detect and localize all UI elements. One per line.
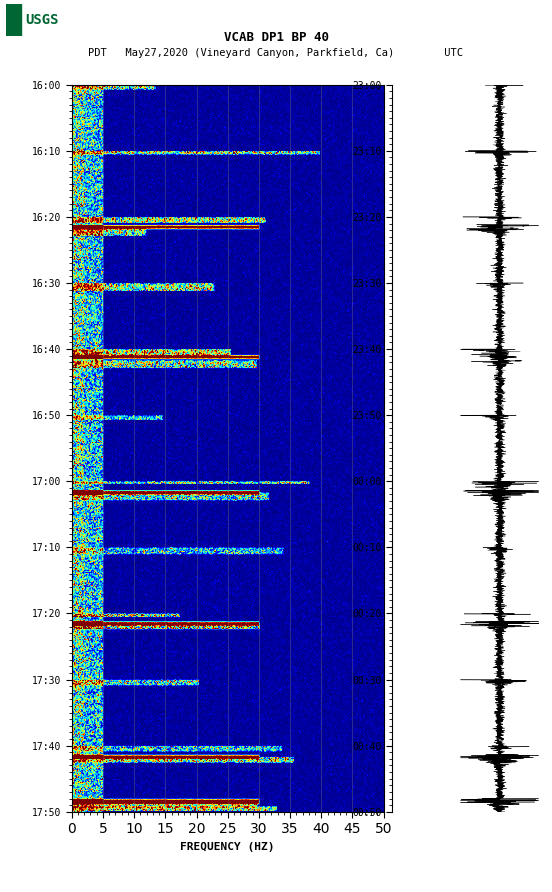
Text: USGS: USGS xyxy=(25,13,59,27)
Text: PDT   May27,2020 (Vineyard Canyon, Parkfield, Ca)        UTC: PDT May27,2020 (Vineyard Canyon, Parkfie… xyxy=(88,48,464,58)
X-axis label: FREQUENCY (HZ): FREQUENCY (HZ) xyxy=(181,842,275,852)
Text: VCAB DP1 BP 40: VCAB DP1 BP 40 xyxy=(224,31,328,45)
Bar xyxy=(6,4,21,36)
